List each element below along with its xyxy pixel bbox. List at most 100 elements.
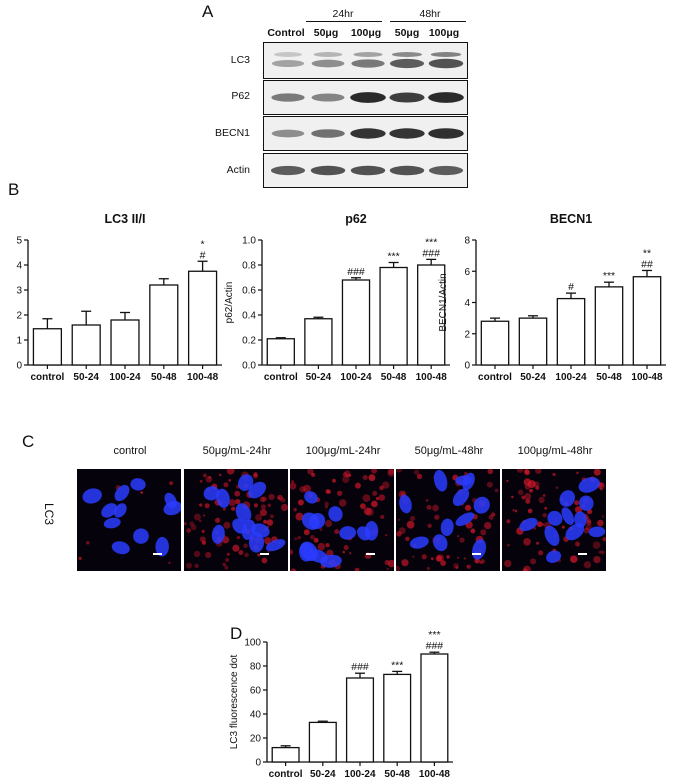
significance-label: *** [428,629,440,641]
x-tick-label: 100-24 [109,372,141,383]
lc3-puncta [366,508,374,517]
lc3-puncta [324,501,329,506]
y-tick-label: 0 [16,361,22,372]
bar [308,721,337,763]
blot-row-label: LC3 [230,54,250,66]
western-blot-panel: 24hr 48hr Control 50μg 100μg 50μg 100μg … [0,0,674,190]
lc3-puncta [199,503,203,507]
lc3-puncta [371,500,378,508]
lc3-puncta [259,496,266,503]
lc3-puncta [416,473,423,480]
bar [420,653,449,763]
lc3-puncta [480,529,487,536]
blot-band [310,165,346,176]
lc3-puncta [372,490,378,496]
lc3-puncta [228,479,231,482]
y-tick-label: 2 [464,329,470,340]
microscopy-image [184,469,288,571]
nucleus [211,524,225,544]
nucleus [452,488,470,507]
y-tick-label: 60 [250,686,262,697]
significance-label: *** [603,270,615,282]
lc3-puncta [257,553,261,557]
panel-letter-d: D [230,624,243,643]
significance-label: *** [387,251,399,263]
time-header-48hr: 48hr [419,8,441,20]
lc3-puncta [193,550,201,558]
x-tick-label: 100-24 [344,769,376,780]
lc3-puncta [168,561,171,565]
y-tick-label: 5 [16,236,22,247]
lc3-puncta [535,469,542,474]
lc3-puncta [236,535,240,540]
nucleus [399,494,412,514]
nucleus [433,469,448,492]
blot-band [351,59,385,68]
lc3-puncta [434,514,440,520]
x-tick-label: 100-48 [187,372,219,383]
lc3-puncta [225,557,230,563]
lc3-puncta [598,550,602,554]
nucleus [164,492,177,509]
lc3-puncta [205,551,212,558]
microscopy-image [502,469,606,571]
lc3-puncta [459,537,465,543]
lc3-puncta [592,541,601,549]
lc3-puncta [398,527,406,535]
lc3-puncta [277,494,283,501]
lc3-puncta [345,474,350,478]
lc3-puncta [222,507,226,511]
blot-row-label: P62 [231,90,250,102]
lane-label: 50μg [313,27,339,39]
lc3-puncta [371,469,378,474]
nucleus [114,484,130,502]
y-tick-label: 8 [464,236,470,247]
lc3-puncta [425,499,429,502]
lc3-puncta [387,559,394,568]
lc3-puncta [405,536,410,542]
nucleus [462,472,475,491]
lc3-puncta [406,520,415,529]
lc3-puncta [270,514,274,519]
lc3-puncta [317,542,326,551]
lc3-puncta [427,523,432,528]
lc3-puncta [494,488,499,493]
bar [345,677,375,763]
lc3-puncta [385,534,388,537]
nucleus [265,539,286,552]
nucleus [565,523,585,541]
lc3-puncta [379,485,384,491]
microscopy-row-label: LC3 [42,502,57,526]
nucleus [561,507,575,525]
nucleus [574,511,587,528]
blot-band [271,93,305,102]
x-tick-label: 100-24 [555,372,587,383]
lc3-puncta [511,495,514,499]
y-tick-label: 80 [250,662,262,673]
lc3-puncta [297,499,304,506]
lc3-puncta [214,517,221,523]
lc3-puncta [506,479,509,483]
lc3-puncta [268,493,275,501]
lc3-puncta [290,480,295,484]
lc3-puncta [426,504,432,510]
lc3-puncta [570,555,578,563]
lc3-puncta [529,488,534,493]
lc3-puncta [574,500,580,506]
lc3-puncta [542,494,546,497]
lc3-puncta [324,519,333,528]
lc3-puncta [208,476,211,479]
lane-label: 100μg [428,27,460,39]
microscopy-image [290,469,394,571]
lc3-puncta [524,469,529,474]
nucleus [544,525,560,546]
lc3-puncta [446,555,450,559]
significance-label: ### [351,661,369,673]
lc3-puncta [397,518,401,521]
y-tick-label: 0 [255,758,261,769]
chart-lc3-fluorescence-dot: 0 20 40 60 80 100 LC3 fluorescence dot control 5… [229,629,453,780]
blot-band [428,165,464,176]
lc3-puncta [332,478,336,483]
blot-row-label: BECN1 [214,127,250,139]
x-tick-label: control [478,372,512,383]
